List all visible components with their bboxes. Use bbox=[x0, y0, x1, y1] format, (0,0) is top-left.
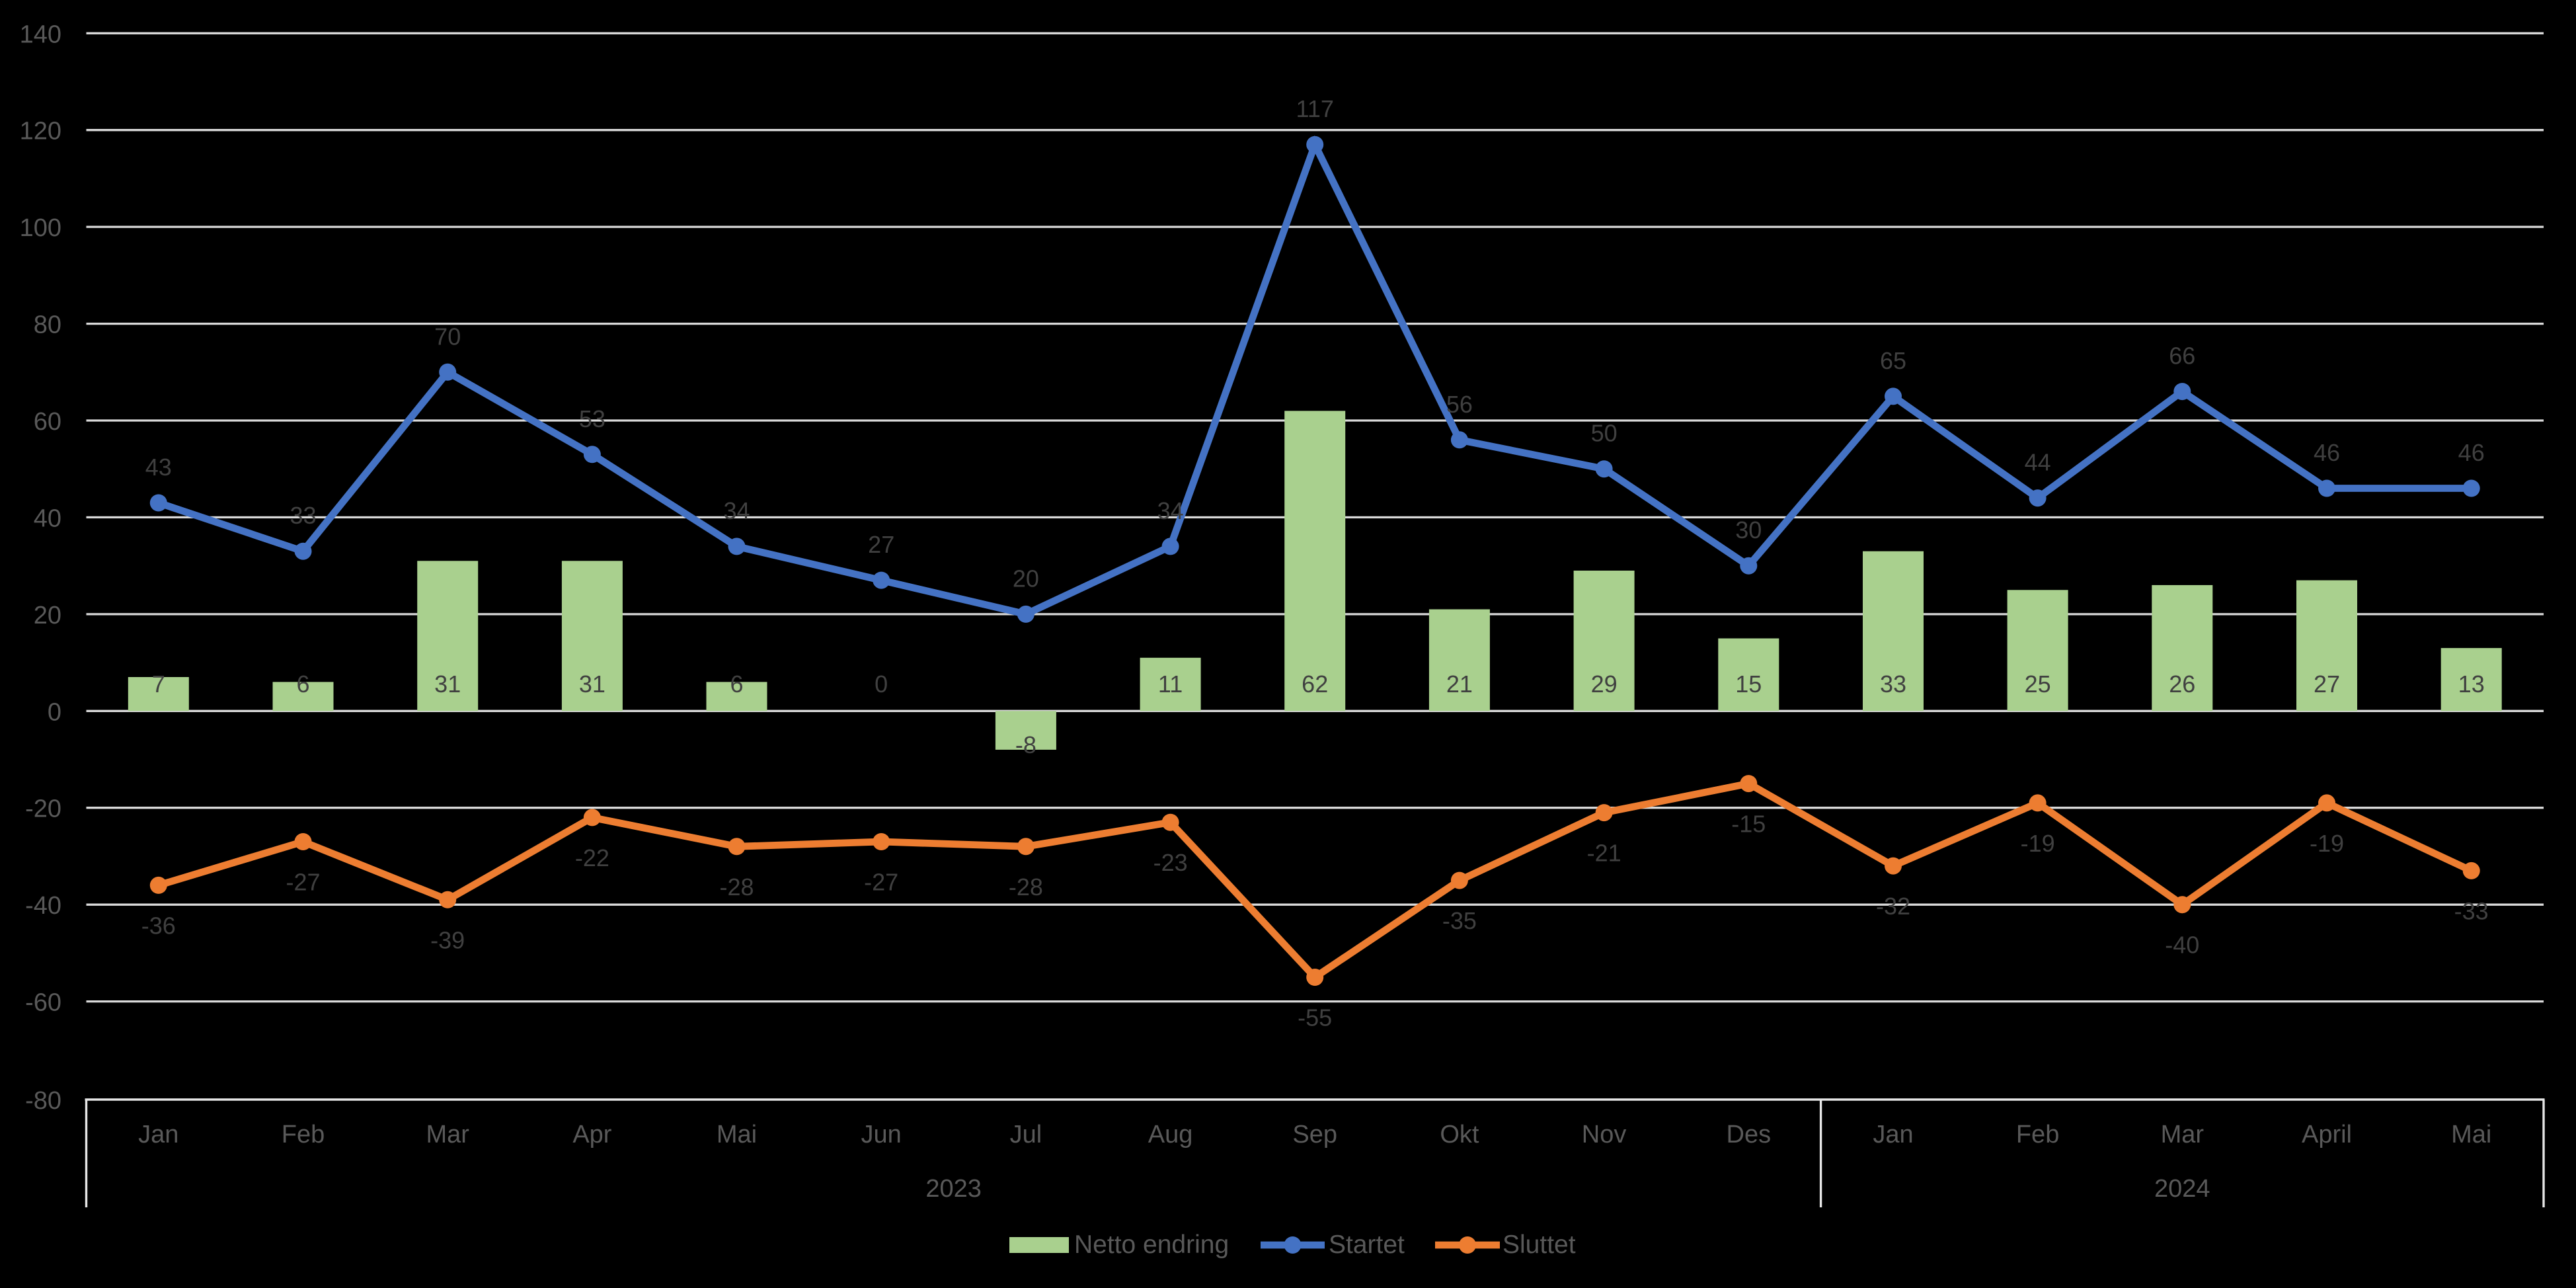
svg-text:43: 43 bbox=[145, 454, 172, 481]
svg-text:-22: -22 bbox=[575, 844, 609, 871]
svg-text:27: 27 bbox=[2314, 670, 2340, 698]
svg-text:Apr: Apr bbox=[572, 1121, 611, 1148]
svg-text:Feb: Feb bbox=[2016, 1121, 2059, 1148]
svg-text:6: 6 bbox=[730, 670, 743, 698]
svg-text:-55: -55 bbox=[1298, 1004, 1332, 1031]
svg-text:53: 53 bbox=[579, 405, 605, 432]
svg-text:56: 56 bbox=[1446, 391, 1473, 418]
svg-text:26: 26 bbox=[2169, 670, 2195, 698]
svg-text:-8: -8 bbox=[1015, 731, 1036, 758]
svg-text:44: 44 bbox=[2025, 449, 2051, 476]
svg-text:29: 29 bbox=[1591, 670, 1618, 698]
svg-text:Feb: Feb bbox=[282, 1121, 325, 1148]
svg-text:Okt: Okt bbox=[1440, 1121, 1479, 1148]
svg-text:-20: -20 bbox=[25, 795, 61, 823]
svg-text:62: 62 bbox=[1302, 670, 1328, 698]
svg-text:25: 25 bbox=[2025, 670, 2051, 698]
svg-text:-60: -60 bbox=[25, 989, 61, 1017]
svg-text:70: 70 bbox=[434, 323, 461, 350]
svg-text:2023: 2023 bbox=[925, 1175, 982, 1203]
svg-text:46: 46 bbox=[2458, 439, 2485, 466]
svg-text:6: 6 bbox=[296, 670, 309, 698]
svg-text:Jul: Jul bbox=[1010, 1121, 1042, 1148]
svg-text:Mai: Mai bbox=[717, 1121, 757, 1148]
svg-text:21: 21 bbox=[1446, 670, 1473, 698]
svg-text:-36: -36 bbox=[141, 912, 176, 939]
svg-text:13: 13 bbox=[2458, 670, 2485, 698]
svg-text:Netto endring: Netto endring bbox=[1074, 1230, 1229, 1259]
svg-text:120: 120 bbox=[20, 118, 61, 145]
svg-text:33: 33 bbox=[290, 502, 316, 529]
svg-text:31: 31 bbox=[579, 670, 605, 698]
svg-text:-19: -19 bbox=[2021, 830, 2055, 857]
svg-text:Jun: Jun bbox=[861, 1121, 902, 1148]
svg-text:66: 66 bbox=[2169, 342, 2195, 370]
svg-text:-40: -40 bbox=[25, 892, 61, 920]
svg-text:15: 15 bbox=[1735, 670, 1762, 698]
svg-text:65: 65 bbox=[1880, 347, 1906, 374]
svg-text:50: 50 bbox=[1591, 420, 1618, 447]
svg-text:80: 80 bbox=[34, 311, 61, 339]
svg-text:-39: -39 bbox=[430, 926, 465, 953]
svg-text:-28: -28 bbox=[719, 873, 754, 901]
svg-text:117: 117 bbox=[1296, 95, 1333, 122]
svg-text:Sep: Sep bbox=[1292, 1121, 1337, 1148]
svg-text:31: 31 bbox=[434, 670, 461, 698]
svg-text:Mai: Mai bbox=[2451, 1121, 2491, 1148]
svg-text:Sluttet: Sluttet bbox=[1503, 1230, 1576, 1259]
svg-text:-80: -80 bbox=[25, 1087, 61, 1115]
svg-text:27: 27 bbox=[868, 531, 894, 558]
svg-text:0: 0 bbox=[48, 698, 61, 726]
svg-text:Jan: Jan bbox=[138, 1121, 178, 1148]
svg-text:-28: -28 bbox=[1009, 873, 1043, 901]
svg-text:Mar: Mar bbox=[2161, 1121, 2205, 1148]
svg-text:Des: Des bbox=[1727, 1121, 1772, 1148]
svg-text:2024: 2024 bbox=[2154, 1175, 2210, 1203]
svg-text:April: April bbox=[2302, 1121, 2352, 1148]
svg-text:20: 20 bbox=[34, 602, 61, 629]
svg-text:7: 7 bbox=[152, 670, 165, 698]
svg-text:46: 46 bbox=[2314, 439, 2340, 466]
svg-text:0: 0 bbox=[875, 670, 888, 698]
svg-text:33: 33 bbox=[1880, 670, 1906, 698]
svg-text:-27: -27 bbox=[864, 869, 898, 896]
svg-text:-32: -32 bbox=[1876, 893, 1910, 920]
svg-text:34: 34 bbox=[1157, 497, 1184, 524]
svg-text:Nov: Nov bbox=[1582, 1121, 1627, 1148]
svg-text:-21: -21 bbox=[1587, 840, 1621, 867]
svg-text:-40: -40 bbox=[2165, 932, 2199, 959]
svg-text:Startet: Startet bbox=[1329, 1230, 1405, 1259]
svg-text:34: 34 bbox=[723, 497, 750, 524]
svg-text:60: 60 bbox=[34, 408, 61, 436]
svg-text:140: 140 bbox=[20, 20, 61, 48]
svg-text:40: 40 bbox=[34, 504, 61, 532]
svg-text:-15: -15 bbox=[1731, 811, 1766, 838]
svg-text:100: 100 bbox=[20, 214, 61, 242]
svg-text:30: 30 bbox=[1735, 516, 1762, 543]
svg-text:Jan: Jan bbox=[1873, 1121, 1913, 1148]
svg-text:20: 20 bbox=[1013, 565, 1039, 592]
svg-text:Aug: Aug bbox=[1148, 1121, 1193, 1148]
svg-text:-33: -33 bbox=[2454, 897, 2489, 924]
svg-text:11: 11 bbox=[1158, 670, 1183, 698]
svg-text:-19: -19 bbox=[2310, 830, 2344, 857]
svg-text:Mar: Mar bbox=[426, 1121, 469, 1148]
svg-text:-35: -35 bbox=[1442, 907, 1477, 934]
svg-text:-23: -23 bbox=[1153, 849, 1188, 876]
svg-text:-27: -27 bbox=[286, 869, 320, 896]
